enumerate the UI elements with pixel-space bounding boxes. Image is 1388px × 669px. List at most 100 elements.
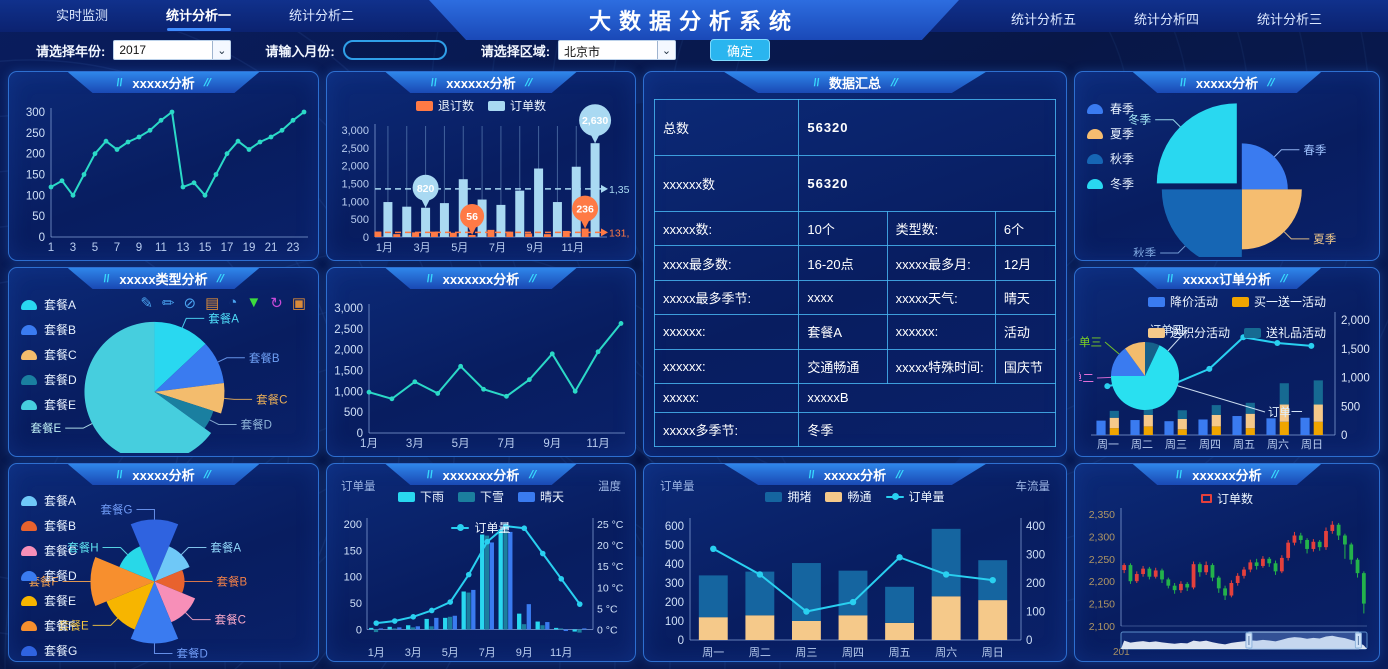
svg-text:2,200: 2,200 (1089, 576, 1115, 588)
legend-label: 套餐G (44, 644, 78, 658)
legend-item[interactable]: 订单数 (488, 97, 546, 114)
legend-item[interactable]: 下雪 (457, 488, 504, 505)
filter-icon[interactable]: ▼ (246, 294, 262, 311)
svg-text:1,500: 1,500 (341, 179, 369, 191)
nav-item-stat3[interactable]: 统计分析三 (1256, 11, 1322, 27)
legend-item[interactable]: 套餐B (21, 321, 77, 338)
svg-text:0: 0 (1026, 635, 1032, 647)
panel-header: \\ xxxxx分析// (1132, 72, 1322, 93)
clear-icon[interactable]: ⊘ (183, 295, 197, 312)
svg-text:11: 11 (155, 242, 167, 254)
summary-cell: xxxxx最多月: (886, 245, 996, 281)
svg-text:2,350: 2,350 (1089, 509, 1115, 521)
legend-item[interactable]: 秋季 (1087, 150, 1134, 167)
chart-type-icon[interactable]: ◔ (228, 294, 238, 311)
pie-chart: 套餐A 套餐B 套餐C 套餐D 套餐E (13, 292, 314, 456)
legend-label: 订单数 (1216, 492, 1253, 506)
legend-swatch-icon (457, 491, 475, 502)
svg-text:200: 200 (665, 597, 684, 609)
legend-label: 降价活动 (1169, 295, 1218, 309)
chart-legend: 套餐A 套餐B 套餐C 套餐D 套餐E (21, 296, 77, 413)
legend-item[interactable]: 夏季 (1087, 125, 1134, 142)
legend-item[interactable]: 退订数 (415, 97, 474, 114)
chart-legend: 降价活动 买一送一活动送积分活动 送礼品活动 (1105, 293, 1369, 341)
svg-text:100: 100 (26, 190, 45, 202)
svg-text:50: 50 (32, 211, 45, 223)
legend-item[interactable]: 拥堵 (765, 488, 811, 505)
legend-label: 冬季 (1110, 177, 1135, 191)
legend-item[interactable]: 套餐G (21, 642, 77, 659)
legend-item[interactable]: 送礼品活动 (1244, 324, 1326, 341)
summary-cell: 10个 (798, 210, 888, 247)
svg-text:周日: 周日 (1301, 438, 1323, 451)
legend-item[interactable]: 套餐D (21, 371, 77, 388)
legend-item[interactable]: 买一送一活动 (1232, 293, 1326, 310)
svg-text:131,: 131, (609, 227, 629, 239)
nav-item-stat4[interactable]: 统计分析四 (1133, 11, 1199, 27)
svg-text:9月: 9月 (527, 242, 544, 254)
legend-label: 春季 (1110, 102, 1135, 116)
legend-item[interactable]: 套餐C (21, 542, 77, 559)
legend-item[interactable]: 晴天 (518, 488, 564, 505)
svg-text:5: 5 (92, 242, 98, 254)
summary-cell: 交通畅通 (798, 348, 888, 384)
legend-item[interactable]: 订单量 (451, 519, 511, 536)
panel-title: xxxxx类型分析 (119, 272, 208, 287)
legend-label: 买一送一活动 (1254, 295, 1327, 309)
svg-text:500: 500 (351, 214, 369, 226)
legend-item[interactable]: 订单量 (885, 488, 945, 505)
legend-item[interactable]: 送积分活动 (1147, 324, 1230, 341)
confirm-button[interactable]: 确定 (710, 39, 771, 61)
svg-text:25 °C: 25 °C (597, 519, 624, 531)
nav-item-stat1[interactable]: 统计分析一 (140, 0, 257, 33)
svg-text:冬季: 冬季 (1128, 113, 1151, 127)
svg-text:2,000: 2,000 (334, 345, 363, 357)
candlestick-chart[interactable]: 2,100 2,150 2,200 2,250 2,300 2,350 201 (1079, 488, 1375, 658)
svg-text:周五: 周五 (889, 646, 911, 658)
save-image-icon[interactable]: ▣ (291, 295, 306, 312)
legend-item[interactable]: 套餐F (21, 617, 77, 634)
legend-item[interactable]: 套餐A (21, 296, 77, 313)
legend-item[interactable]: 订单数 (1200, 490, 1253, 507)
legend-swatch-icon (21, 495, 37, 506)
legend-item[interactable]: 套餐A (21, 492, 77, 509)
svg-text:套餐B: 套餐B (216, 575, 247, 589)
data-view-icon[interactable]: ▤ (205, 295, 220, 312)
panel-traffic-analysis: \\ xxxxx分析// 0 100 200 300 400 500 600 0 100 200 30… (643, 463, 1067, 662)
legend-item[interactable]: 套餐C (21, 346, 77, 363)
legend-label: 下雪 (479, 490, 504, 504)
legend-item[interactable]: 套餐E (21, 396, 77, 413)
svg-text:0: 0 (357, 428, 363, 440)
svg-text:11月: 11月 (562, 242, 584, 254)
app-title-banner: 大数据分析系统 (429, 0, 959, 40)
legend-item[interactable]: 套餐D (21, 567, 77, 584)
legend-swatch-icon (21, 349, 37, 360)
restore-icon[interactable]: ↻ (270, 295, 283, 312)
legend-item[interactable]: 套餐B (21, 517, 77, 534)
panel-title: xxxxx分析 (132, 76, 195, 91)
chart-legend: 退订数 订单数 (327, 97, 635, 114)
legend-item[interactable]: 套餐E (21, 592, 77, 609)
legend-label: 夏季 (1110, 127, 1135, 141)
year-select[interactable]: 2017 ⌄ (113, 40, 232, 60)
svg-text:500: 500 (665, 540, 684, 552)
nav-item-stat5[interactable]: 统计分析五 (1010, 11, 1076, 27)
legend-item[interactable]: 降价活动 (1147, 293, 1218, 310)
region-select[interactable]: 北京市 ⌄ (558, 40, 677, 60)
legend-item[interactable]: 冬季 (1087, 175, 1134, 192)
svg-text:100: 100 (344, 572, 362, 584)
edit-add-icon[interactable]: ✎ (140, 295, 153, 312)
edit-remove-icon[interactable]: ✏ (161, 295, 175, 312)
legend-item[interactable]: 春季 (1087, 100, 1134, 117)
summary-cell: xxxxx数: (653, 210, 800, 247)
legend-item[interactable]: 下雨 (397, 488, 444, 505)
month-input[interactable] (342, 40, 447, 60)
legend-item[interactable]: 畅通 (825, 488, 872, 505)
nav-item-realtime[interactable]: 实时监测 (56, 8, 109, 23)
legend-label: 畅通 (847, 490, 872, 504)
summary-cell: xxxx最多数: (653, 245, 800, 281)
nav-item-stat2[interactable]: 统计分析二 (289, 8, 355, 23)
legend-label: 晴天 (540, 490, 565, 504)
svg-text:19: 19 (243, 242, 256, 254)
svg-text:2,100: 2,100 (1089, 621, 1115, 633)
